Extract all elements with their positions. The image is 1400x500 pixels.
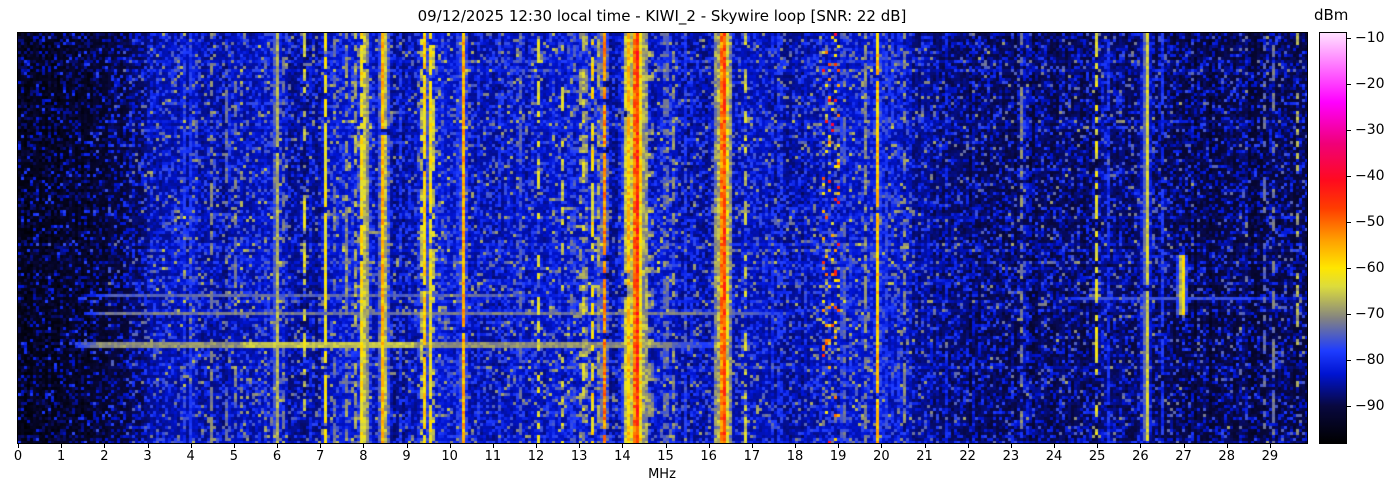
x-tick-label: 27 bbox=[1175, 449, 1192, 464]
x-tick-label: 2 bbox=[100, 449, 109, 464]
waterfall-canvas bbox=[18, 33, 1307, 443]
colorbar-unit-label: dBm bbox=[1314, 6, 1349, 24]
x-tick-label: 15 bbox=[657, 449, 674, 464]
x-tick-label: 7 bbox=[316, 449, 325, 464]
colorbar-tick-mark bbox=[1347, 37, 1351, 39]
x-tick-mark bbox=[1097, 444, 1099, 448]
x-tick-mark bbox=[1269, 444, 1271, 448]
x-tick-mark bbox=[967, 444, 969, 448]
x-tick-mark bbox=[881, 444, 883, 448]
x-tick-mark bbox=[1054, 444, 1056, 448]
x-tick-label: 28 bbox=[1218, 449, 1235, 464]
x-tick-mark bbox=[795, 444, 797, 448]
colorbar-tick-mark bbox=[1347, 360, 1351, 362]
x-tick-label: 19 bbox=[829, 449, 847, 464]
colorbar-tick-label: −50 bbox=[1355, 213, 1385, 230]
x-tick-label: 6 bbox=[272, 449, 282, 464]
x-tick-label: 10 bbox=[441, 449, 458, 464]
colorbar-tick-mark bbox=[1347, 221, 1351, 223]
colorbar-tick-label: −10 bbox=[1355, 29, 1385, 46]
colorbar-tick-label: −60 bbox=[1355, 259, 1385, 276]
colorbar-tick-mark bbox=[1347, 129, 1351, 131]
x-tick-mark bbox=[277, 444, 278, 448]
x-tick-mark bbox=[1010, 444, 1012, 448]
x-tick-mark bbox=[579, 444, 581, 448]
colorbar-tick-label: −80 bbox=[1355, 352, 1385, 369]
x-tick-mark bbox=[190, 444, 192, 448]
x-tick-label: 14 bbox=[614, 449, 631, 464]
x-tick-label: 17 bbox=[743, 449, 761, 464]
x-tick-label: 22 bbox=[959, 449, 976, 464]
x-tick-label: 26 bbox=[1132, 449, 1149, 464]
x-tick-label: 3 bbox=[143, 449, 152, 464]
x-tick-label: 24 bbox=[1045, 449, 1063, 464]
x-tick-mark bbox=[536, 444, 538, 448]
colorbar-tick-mark bbox=[1347, 83, 1351, 85]
x-tick-mark bbox=[449, 444, 451, 448]
x-tick-mark bbox=[320, 444, 322, 448]
x-tick-mark bbox=[622, 444, 624, 448]
waterfall-plot bbox=[17, 32, 1308, 444]
colorbar-tick-mark bbox=[1347, 406, 1351, 408]
colorbar-tick-label: −90 bbox=[1355, 398, 1385, 415]
colorbar bbox=[1319, 32, 1347, 444]
x-tick-label: 18 bbox=[786, 449, 804, 464]
x-tick-label: 9 bbox=[402, 449, 411, 464]
x-tick-mark bbox=[492, 444, 494, 448]
x-tick-label: 21 bbox=[916, 449, 933, 464]
x-tick-label: 23 bbox=[1002, 449, 1020, 464]
x-tick-label: 12 bbox=[527, 449, 545, 464]
colorbar-tick-label: −30 bbox=[1355, 121, 1385, 138]
x-tick-mark bbox=[751, 444, 753, 448]
x-tick-label: 4 bbox=[186, 449, 195, 464]
x-tick-label: 25 bbox=[1088, 449, 1106, 464]
colorbar-tick-mark bbox=[1347, 267, 1351, 269]
x-tick-mark bbox=[1226, 444, 1228, 448]
x-tick-mark bbox=[665, 444, 667, 448]
x-tick-mark bbox=[233, 444, 235, 448]
x-tick-label: 20 bbox=[873, 449, 890, 464]
colorbar-tick-label: −70 bbox=[1355, 306, 1385, 322]
colorbar-tick-mark bbox=[1347, 314, 1351, 315]
x-tick-label: 8 bbox=[359, 449, 368, 464]
x-tick-mark bbox=[1183, 444, 1185, 448]
x-tick-mark bbox=[61, 444, 63, 448]
plot-title: 09/12/2025 12:30 local time - KIWI_2 - S… bbox=[417, 7, 907, 25]
x-tick-mark bbox=[838, 444, 840, 448]
x-tick-label: 0 bbox=[13, 449, 23, 464]
x-tick-label: 11 bbox=[484, 449, 502, 464]
colorbar-tick-label: −20 bbox=[1355, 75, 1385, 92]
x-tick-mark bbox=[147, 444, 149, 448]
colorbar-tick-mark bbox=[1347, 175, 1351, 177]
x-tick-label: 29 bbox=[1261, 449, 1279, 464]
x-tick-mark bbox=[18, 444, 19, 448]
x-tick-label: 13 bbox=[570, 449, 588, 464]
x-tick-mark bbox=[708, 444, 710, 448]
x-tick-mark bbox=[104, 444, 106, 448]
x-tick-mark bbox=[924, 444, 926, 448]
x-tick-label: 1 bbox=[57, 449, 66, 464]
x-axis-label: MHz bbox=[648, 467, 676, 482]
x-tick-mark bbox=[1140, 444, 1142, 448]
colorbar-tick-label: −40 bbox=[1355, 167, 1385, 184]
x-tick-label: 5 bbox=[229, 449, 238, 464]
x-tick-label: 16 bbox=[700, 449, 717, 464]
x-tick-mark bbox=[406, 444, 408, 448]
x-tick-mark bbox=[363, 444, 365, 448]
